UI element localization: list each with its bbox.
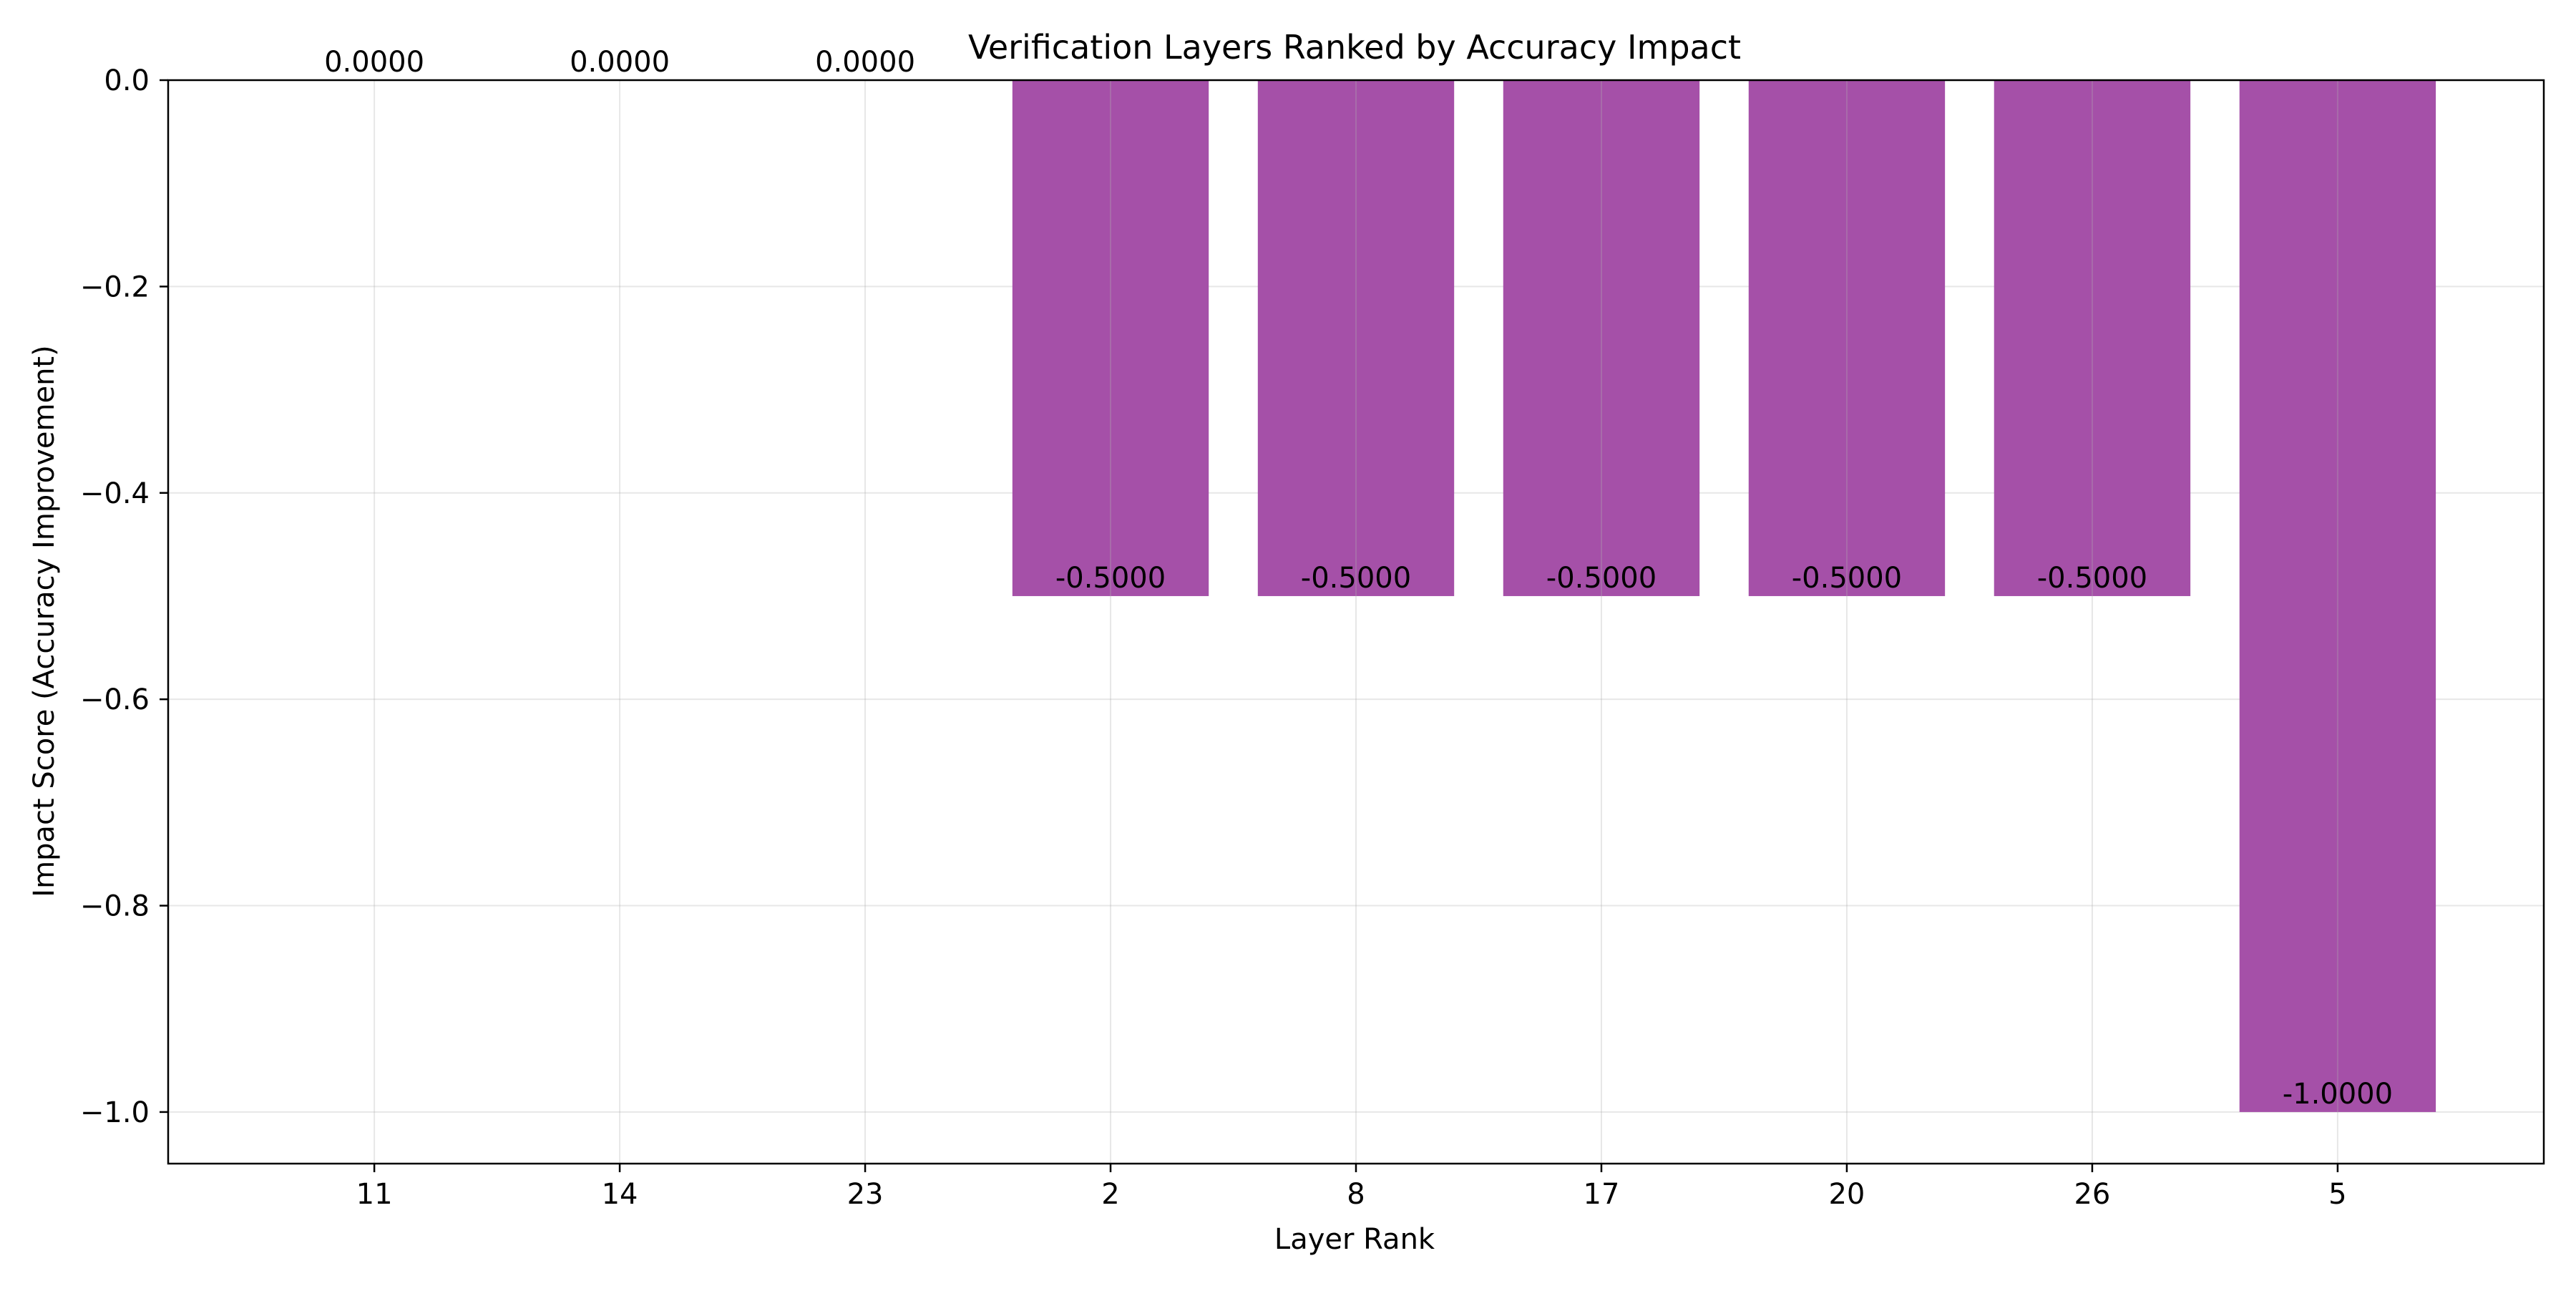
tick-layer: 0.0 −0.2 −0.4 −0.6 −0.8 −1.0 11 14 23 2 8 17 20 26 5 <box>80 64 2347 1211</box>
data-label: 0.0000 <box>815 46 915 79</box>
vertical-grid-layer <box>374 80 2338 1164</box>
y-tick-label: −0.2 <box>80 271 150 303</box>
y-tick-label: 0.0 <box>104 64 150 97</box>
x-tick-label: 5 <box>2328 1178 2346 1211</box>
data-label: 0.0000 <box>324 46 424 79</box>
bar <box>1257 80 1455 596</box>
data-label: 0.0000 <box>570 46 670 79</box>
y-axis-label: Impact Score (Accuracy Improvement) <box>28 345 61 897</box>
data-label-layer: 0.0000 0.0000 0.0000 -0.5000 -0.5000 -0.5000 -… <box>324 46 2393 1111</box>
chart-title: Verification Layers Ranked by Accuracy I… <box>968 28 1741 67</box>
y-tick-label: −0.4 <box>80 477 150 510</box>
data-label: -0.5000 <box>2037 562 2147 595</box>
data-label: -0.5000 <box>1055 562 1166 595</box>
data-label: -0.5000 <box>1546 562 1657 595</box>
bar-layer <box>1012 80 2436 1112</box>
y-tick-label: −0.6 <box>80 683 150 716</box>
data-label: -0.5000 <box>1301 562 1411 595</box>
x-tick-label: 20 <box>1828 1178 1865 1211</box>
bar <box>1748 80 1946 596</box>
bar <box>1994 80 2191 596</box>
data-label: -0.5000 <box>1792 562 1902 595</box>
x-tick-label: 11 <box>356 1178 393 1211</box>
x-tick-label: 17 <box>1584 1178 1620 1211</box>
x-tick-label: 14 <box>602 1178 638 1211</box>
x-tick-label: 8 <box>1347 1178 1365 1211</box>
bar <box>1503 80 1700 596</box>
bar <box>2239 80 2436 1112</box>
x-tick-label: 2 <box>1101 1178 1119 1211</box>
y-tick-label: −0.8 <box>80 890 150 923</box>
x-tick-label: 26 <box>2074 1178 2110 1211</box>
x-axis-label: Layer Rank <box>1274 1223 1435 1256</box>
bar <box>1012 80 1209 596</box>
x-tick-label: 23 <box>847 1178 884 1211</box>
data-label: -1.0000 <box>2283 1078 2393 1111</box>
y-tick-label: −1.0 <box>80 1096 150 1129</box>
